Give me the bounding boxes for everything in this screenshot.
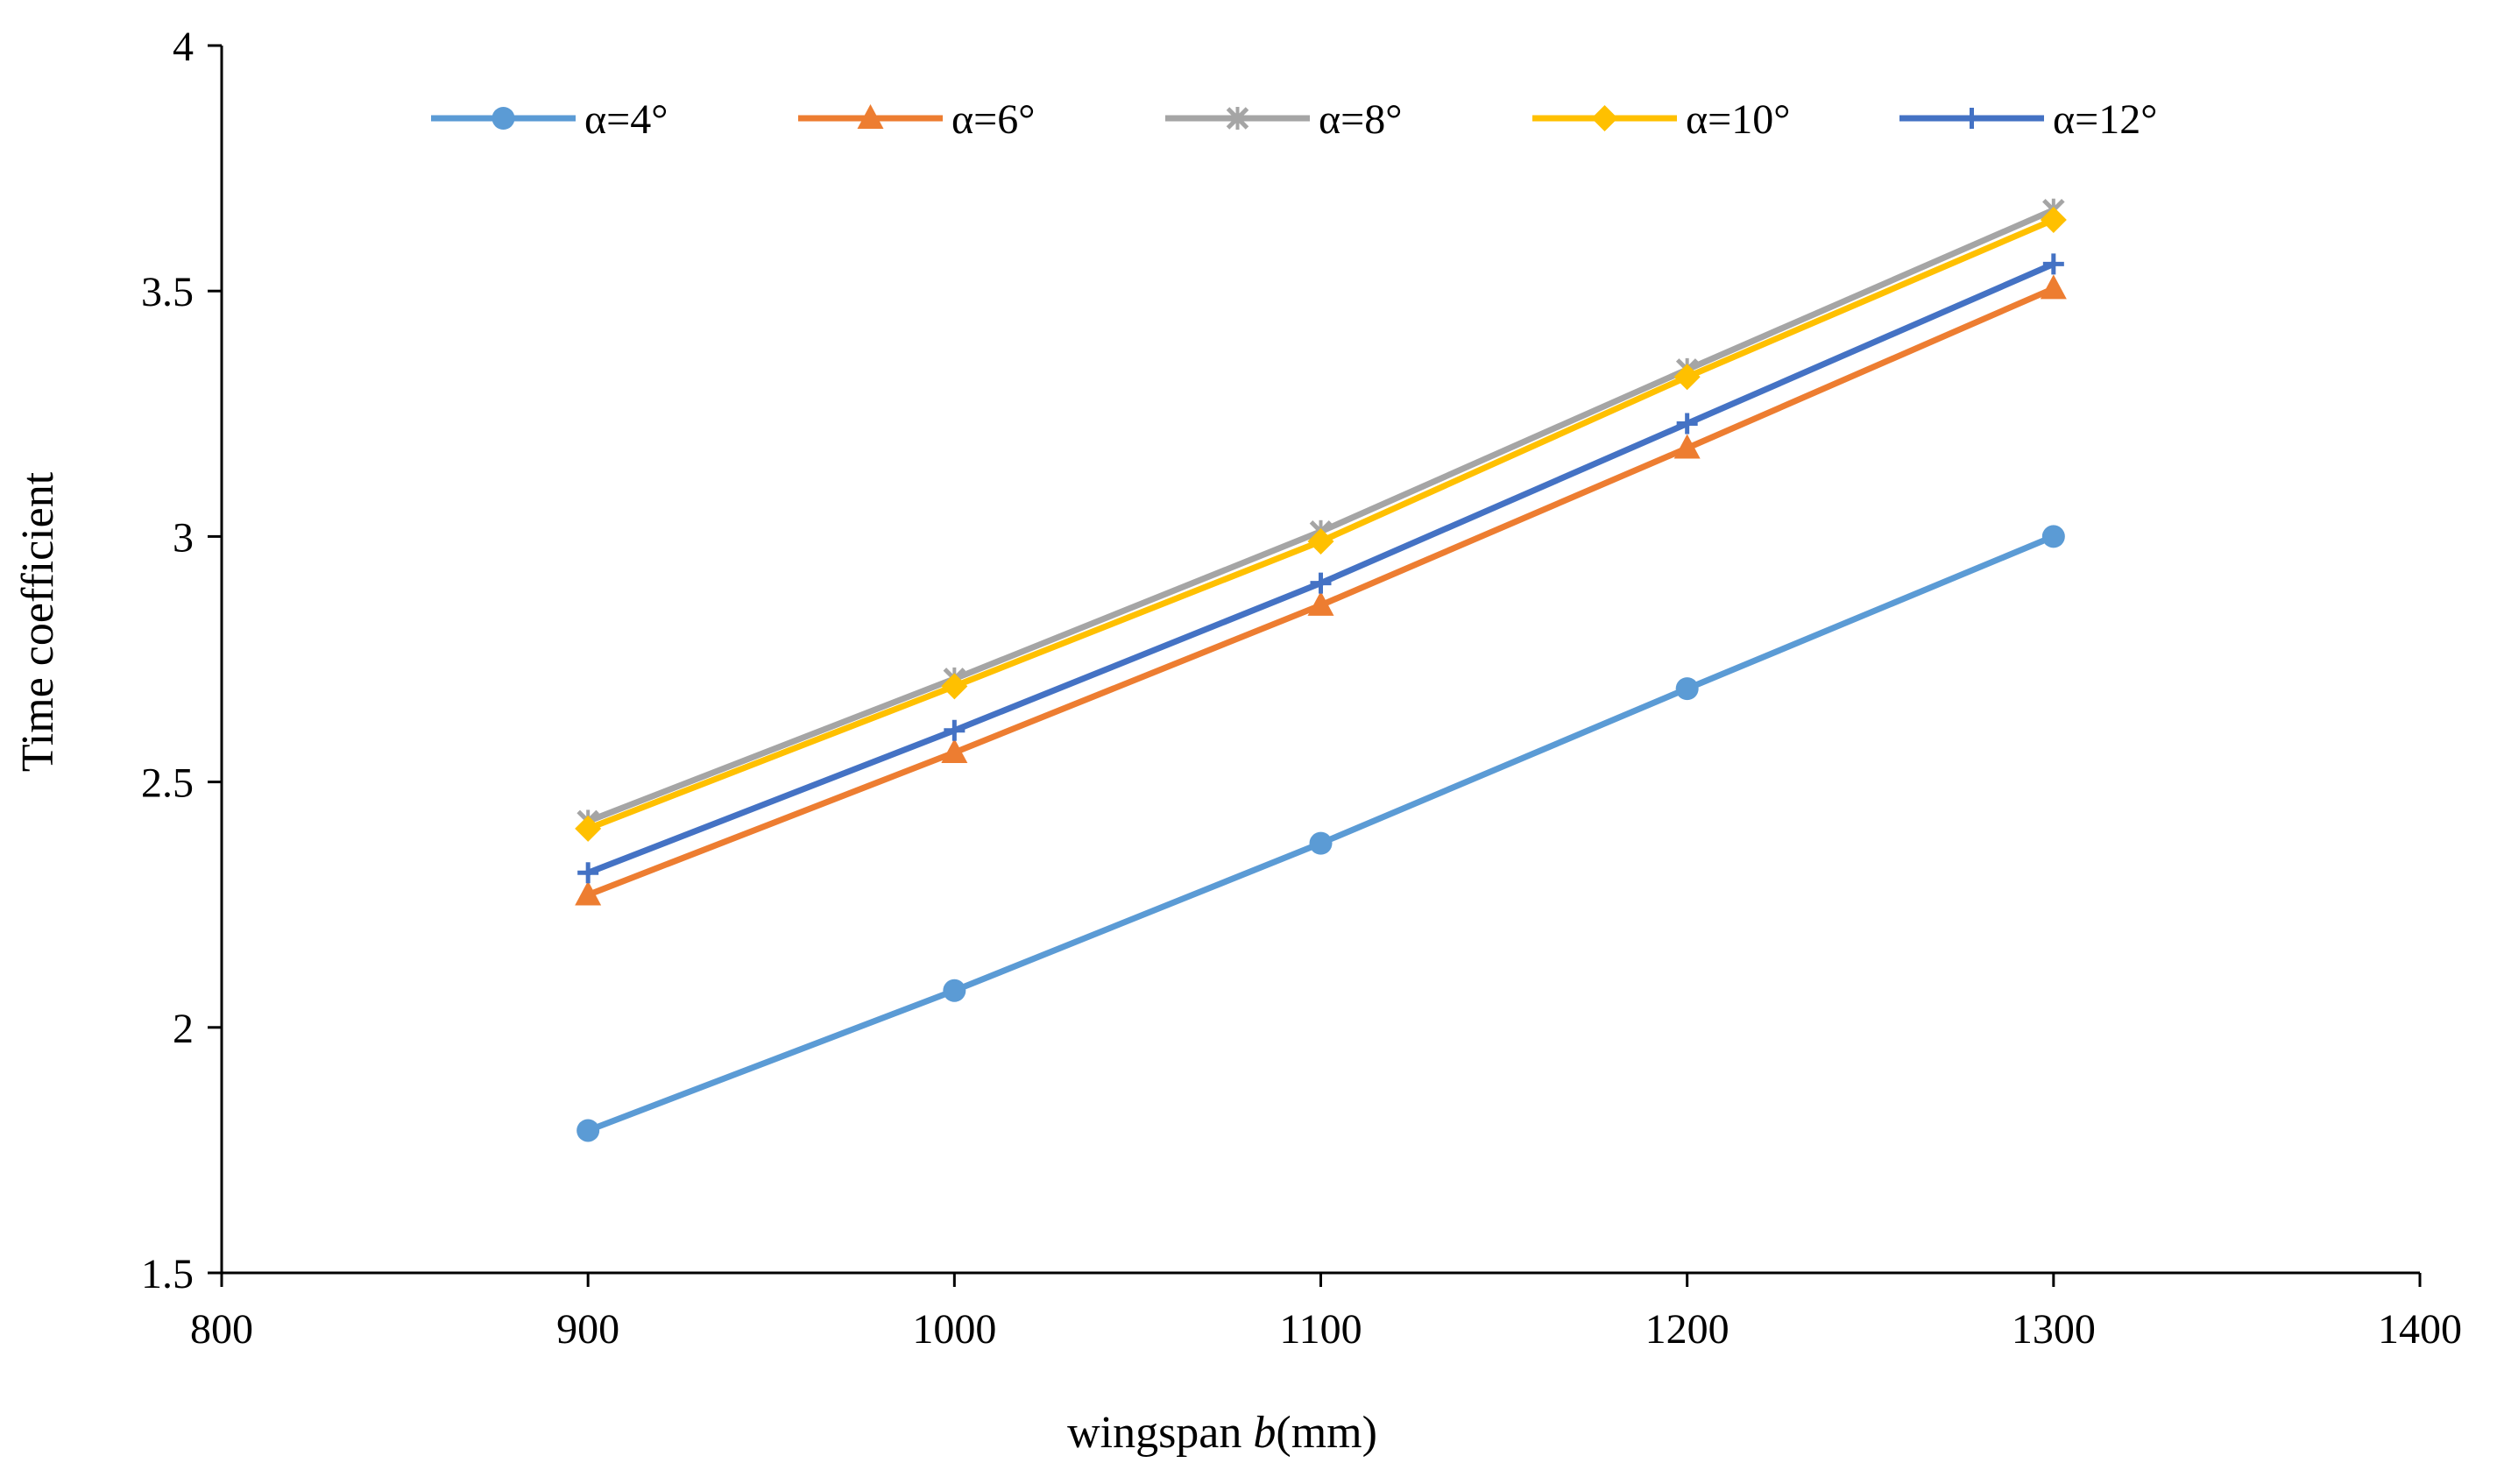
legend-label: α=12°	[2053, 96, 2157, 143]
data-point	[1676, 413, 1698, 435]
data-point	[1310, 572, 1332, 594]
legend-label: α=10°	[1686, 96, 1790, 143]
data-point	[1307, 590, 1334, 616]
data-point	[2040, 206, 2067, 233]
legend-entry: α=4°	[431, 96, 668, 143]
x-tick-label: 800	[190, 1306, 253, 1353]
data-point	[577, 862, 599, 884]
series-1	[577, 525, 2065, 1142]
legend-marker	[1961, 108, 1983, 129]
data-point	[1675, 677, 1699, 701]
legend-marker	[857, 104, 884, 129]
data-point	[1309, 831, 1333, 855]
legend-entry: α=10°	[1532, 96, 1790, 143]
legend-label: α=8°	[1319, 96, 1402, 143]
data-point	[2041, 525, 2065, 548]
y-tick-label: 3.5	[141, 269, 194, 315]
x-axis-label-unit: (mm)	[1276, 1408, 1377, 1458]
x-tick-label: 1000	[912, 1306, 996, 1353]
x-tick-label: 1100	[1279, 1306, 1362, 1353]
y-axis-label: Time coefficient	[13, 471, 63, 772]
legend-marker	[492, 107, 515, 130]
legend-marker	[1226, 107, 1249, 130]
y-tick-label: 4	[173, 24, 194, 70]
series-line	[584, 207, 2057, 824]
series-5	[577, 253, 2064, 884]
series-line	[584, 260, 2057, 876]
legend-entry: α=12°	[1899, 96, 2157, 143]
x-tick-label: 1400	[2378, 1306, 2462, 1353]
data-point	[575, 880, 602, 906]
y-tick-label: 2	[173, 1006, 194, 1052]
series-2	[575, 274, 2067, 906]
x-tick-label: 1300	[2012, 1306, 2096, 1353]
axes: 1.5 2 2.5 3 3.5 4 800 900 1000 1100 1200 1300 1400	[141, 24, 2462, 1353]
series-layer	[575, 198, 2067, 1142]
x-tick-label: 1200	[1645, 1306, 1730, 1353]
data-point	[1673, 434, 1701, 459]
series-3	[577, 198, 2065, 833]
data-point	[2042, 253, 2064, 275]
legend-entry: α=6°	[798, 96, 1035, 143]
data-point	[941, 738, 968, 763]
data-point	[577, 1119, 600, 1142]
data-point	[941, 673, 968, 700]
data-point	[943, 979, 966, 1002]
x-axis-label: wingspan b(mm)	[1067, 1408, 1377, 1458]
data-point	[2040, 274, 2067, 300]
data-point	[1307, 528, 1334, 555]
series-4	[575, 206, 2067, 842]
x-axis-label-prefix: wingspan	[1067, 1408, 1253, 1458]
x-tick-label: 900	[556, 1306, 619, 1353]
legend: α=4° α=6° α=8° α=10° α=12°	[431, 96, 2157, 143]
data-point	[575, 815, 602, 842]
x-axis-label-variable: b	[1253, 1408, 1276, 1458]
legend-marker	[1591, 105, 1618, 131]
y-tick-label: 3	[173, 514, 194, 561]
legend-label: α=6°	[951, 96, 1035, 143]
legend-label: α=4°	[584, 96, 668, 143]
data-point	[1673, 364, 1701, 391]
y-tick-label: 2.5	[141, 760, 194, 807]
y-tick-label: 1.5	[141, 1251, 194, 1297]
data-point	[944, 719, 966, 741]
legend-entry: α=8°	[1165, 96, 1402, 143]
